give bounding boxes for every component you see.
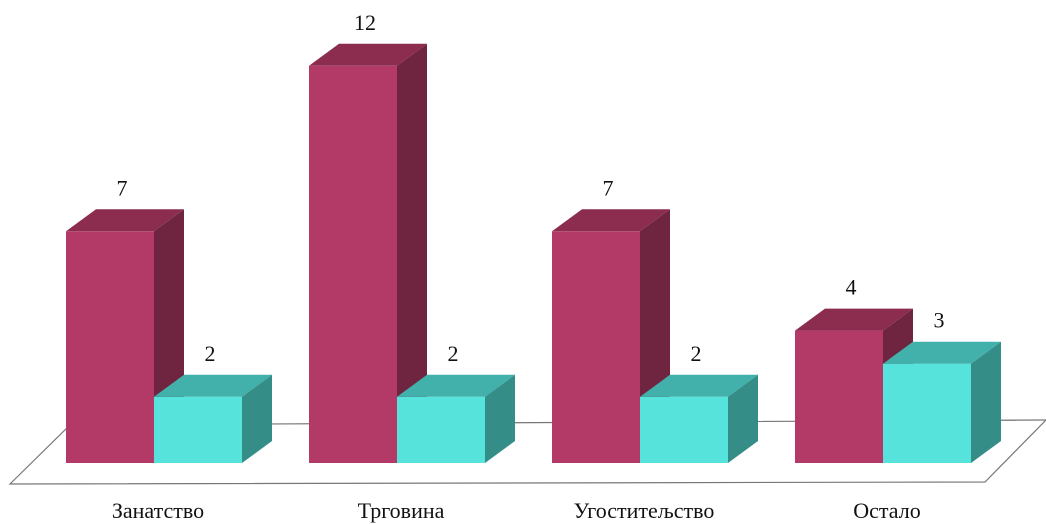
data-labels: 7 2 12 2 7 2 4 3 (117, 10, 945, 366)
bar-2-4 (883, 341, 1001, 463)
bar-1-2 (309, 43, 427, 464)
category-labels: Занатство Трговина Угоститељство Остало (112, 498, 921, 523)
category-label-3: Угоститељство (574, 498, 715, 523)
data-label-2-1: 2 (205, 341, 216, 366)
bars (66, 43, 1001, 464)
category-label-2: Трговина (358, 498, 445, 523)
category-label-4: Остало (853, 498, 920, 523)
bar-1-3 (552, 209, 670, 463)
data-label-1-4: 4 (846, 275, 857, 300)
data-label-1-1: 7 (117, 175, 128, 200)
data-label-2-2: 2 (448, 341, 459, 366)
bar-2-3 (640, 374, 758, 463)
data-label-2-3: 2 (691, 341, 702, 366)
bar-2-1 (154, 374, 272, 463)
data-label-1-2: 12 (354, 10, 376, 35)
bar-2-2 (397, 374, 515, 463)
data-label-2-4: 3 (934, 308, 945, 333)
category-label-1: Занатство (112, 498, 204, 523)
data-label-1-3: 7 (603, 175, 614, 200)
